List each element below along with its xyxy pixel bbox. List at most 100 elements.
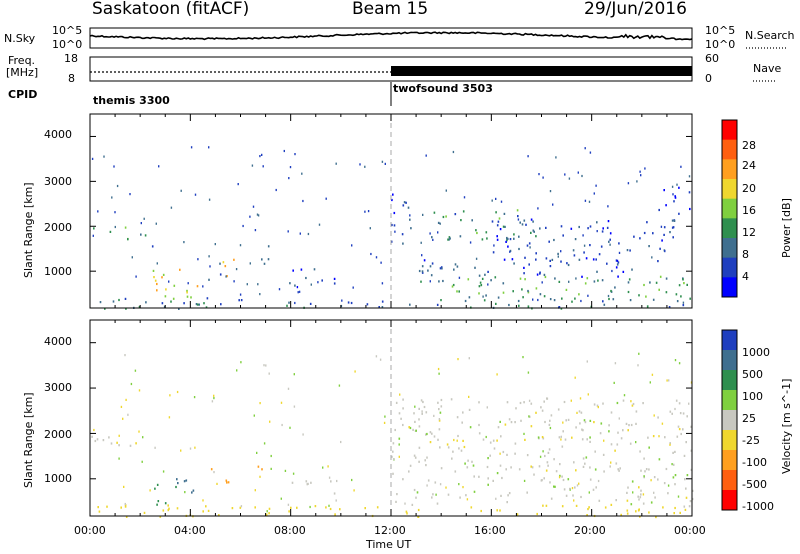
velocity-region-5 — [291, 480, 336, 495]
nsearch-tick-top: 10^5 — [705, 24, 736, 37]
nsearch-tick-bottom: 10^0 — [705, 38, 736, 51]
power-region-10 — [431, 209, 541, 242]
vel-cbar-frame — [721, 329, 738, 511]
power-ytick-3000: 3000 — [44, 175, 72, 188]
power-region-7 — [391, 193, 412, 245]
cpid-program-2: twofsound 3503 — [393, 82, 493, 95]
nave-tick-bottom: 0 — [705, 72, 712, 85]
cpid-label: CPID — [8, 88, 38, 101]
nave-series-block — [391, 66, 692, 76]
vel-cbar-m25: -25 — [742, 434, 760, 447]
power-cbar-24: 24 — [742, 159, 756, 172]
colorbars — [721, 119, 738, 511]
freq-unit-label: [MHz] — [6, 66, 39, 79]
top-strips — [89, 27, 788, 106]
vel-cbar-m1000: -1000 — [742, 500, 774, 513]
power-speckle — [91, 146, 691, 305]
xtick-1: 04:00 — [174, 524, 206, 537]
xtick-5: 20:00 — [574, 524, 606, 537]
vel-cbar-swatch-2 — [722, 370, 737, 391]
power-cbar-swatch-8 — [722, 277, 737, 298]
velocity-ylabel: Slant Range [km] — [22, 392, 35, 488]
power-cbar-8: 8 — [742, 248, 749, 261]
nsky-tick-top: 10^5 — [52, 24, 83, 37]
vel-cbar-swatch-5 — [722, 430, 737, 451]
xtick-2: 08:00 — [274, 524, 306, 537]
power-cbar-28: 28 — [742, 139, 756, 152]
power-ytick-2000: 2000 — [44, 221, 72, 234]
velocity-region-0 — [91, 435, 137, 447]
vel-cbar-swatch-1 — [722, 350, 737, 371]
vel-ytick-2000: 2000 — [44, 428, 72, 441]
power-region-6 — [289, 268, 336, 287]
power-ytick-4000: 4000 — [44, 128, 72, 141]
power-cbar-4: 4 — [742, 270, 749, 283]
power-cbar-swatch-3 — [722, 179, 737, 200]
power-region-12 — [658, 186, 691, 215]
power-cbar-swatch-2 — [722, 159, 737, 180]
power-region-3 — [208, 262, 222, 281]
nsky-strip-frame — [89, 27, 693, 49]
power-cbar-swatch-6 — [722, 238, 737, 259]
power-region-5 — [261, 245, 270, 265]
vel-cbar-swatch-8 — [722, 490, 737, 511]
velocity-speckle — [93, 352, 693, 513]
freq-label: Freq. — [8, 54, 36, 67]
vel-cbar-m100: -100 — [742, 456, 767, 469]
velocity-region-3 — [210, 468, 230, 484]
power-cbar-16: 16 — [742, 204, 756, 217]
power-cbar-20: 20 — [742, 182, 756, 195]
power-region-4 — [222, 258, 235, 278]
power-region-8 — [420, 275, 688, 301]
vel-ytick-3000: 3000 — [44, 381, 72, 394]
nsky-label: N.Sky — [4, 32, 36, 45]
nave-label: Nave — [753, 62, 782, 75]
xtick-6: 00:00 — [674, 524, 706, 537]
velocity-region-4 — [257, 465, 263, 471]
power-panel — [89, 113, 693, 310]
power-ylabel: Slant Range [km] — [22, 182, 35, 278]
power-cbar-swatch-5 — [722, 218, 737, 239]
power-region-1 — [151, 245, 154, 248]
nave-tick-top: 60 — [705, 52, 719, 65]
power-cbar-swatch-0 — [722, 120, 737, 141]
vel-cbar-100: 100 — [742, 390, 763, 403]
freq-tick-top: 18 — [64, 52, 78, 65]
power-cbar-label: Power [dB] — [780, 198, 793, 258]
axes — [89, 114, 693, 516]
power-cbar-swatch-1 — [722, 139, 737, 160]
power-cbar-12: 12 — [742, 226, 756, 239]
vel-cbar-m500: -500 — [742, 478, 767, 491]
power-cbar-frame — [721, 119, 738, 298]
velocity-region-6 — [391, 397, 694, 508]
beam-title: Beam 15 — [352, 0, 429, 19]
vel-cbar-swatch-4 — [722, 410, 737, 431]
velocity-panel — [89, 319, 694, 519]
power-cbar-swatch-7 — [722, 257, 737, 278]
vel-cbar-swatch-0 — [722, 330, 737, 351]
cpid-program-1: themis 3300 — [93, 94, 170, 107]
freq-tick-bottom: 8 — [68, 72, 75, 85]
vel-cbar-1000: 1000 — [742, 346, 770, 359]
power-region-9 — [418, 258, 633, 278]
vel-cbar-swatch-6 — [722, 450, 737, 471]
nsearch-label: N.Search — [745, 29, 795, 42]
power-ytick-1000: 1000 — [44, 265, 72, 278]
vel-ytick-1000: 1000 — [44, 472, 72, 485]
station-title: Saskatoon (fitACF) — [92, 0, 250, 19]
velocity-region-1 — [154, 483, 177, 506]
nsky-series-line — [89, 31, 693, 41]
velocity-region-2 — [176, 478, 195, 494]
velocity-cbar-label: Velocity [m s^-1] — [780, 378, 793, 474]
power-region-0 — [93, 226, 147, 241]
xtick-0: 00:00 — [74, 524, 106, 537]
vel-ytick-4000: 4000 — [44, 335, 72, 348]
xtick-4: 16:00 — [474, 524, 506, 537]
power-cbar-swatch-4 — [722, 198, 737, 219]
date-title: 29/Jun/2016 — [584, 0, 687, 19]
vel-cbar-swatch-7 — [722, 470, 737, 491]
power-background — [90, 114, 692, 308]
power-region-2 — [152, 268, 199, 300]
vel-cbar-25: 25 — [742, 412, 756, 425]
